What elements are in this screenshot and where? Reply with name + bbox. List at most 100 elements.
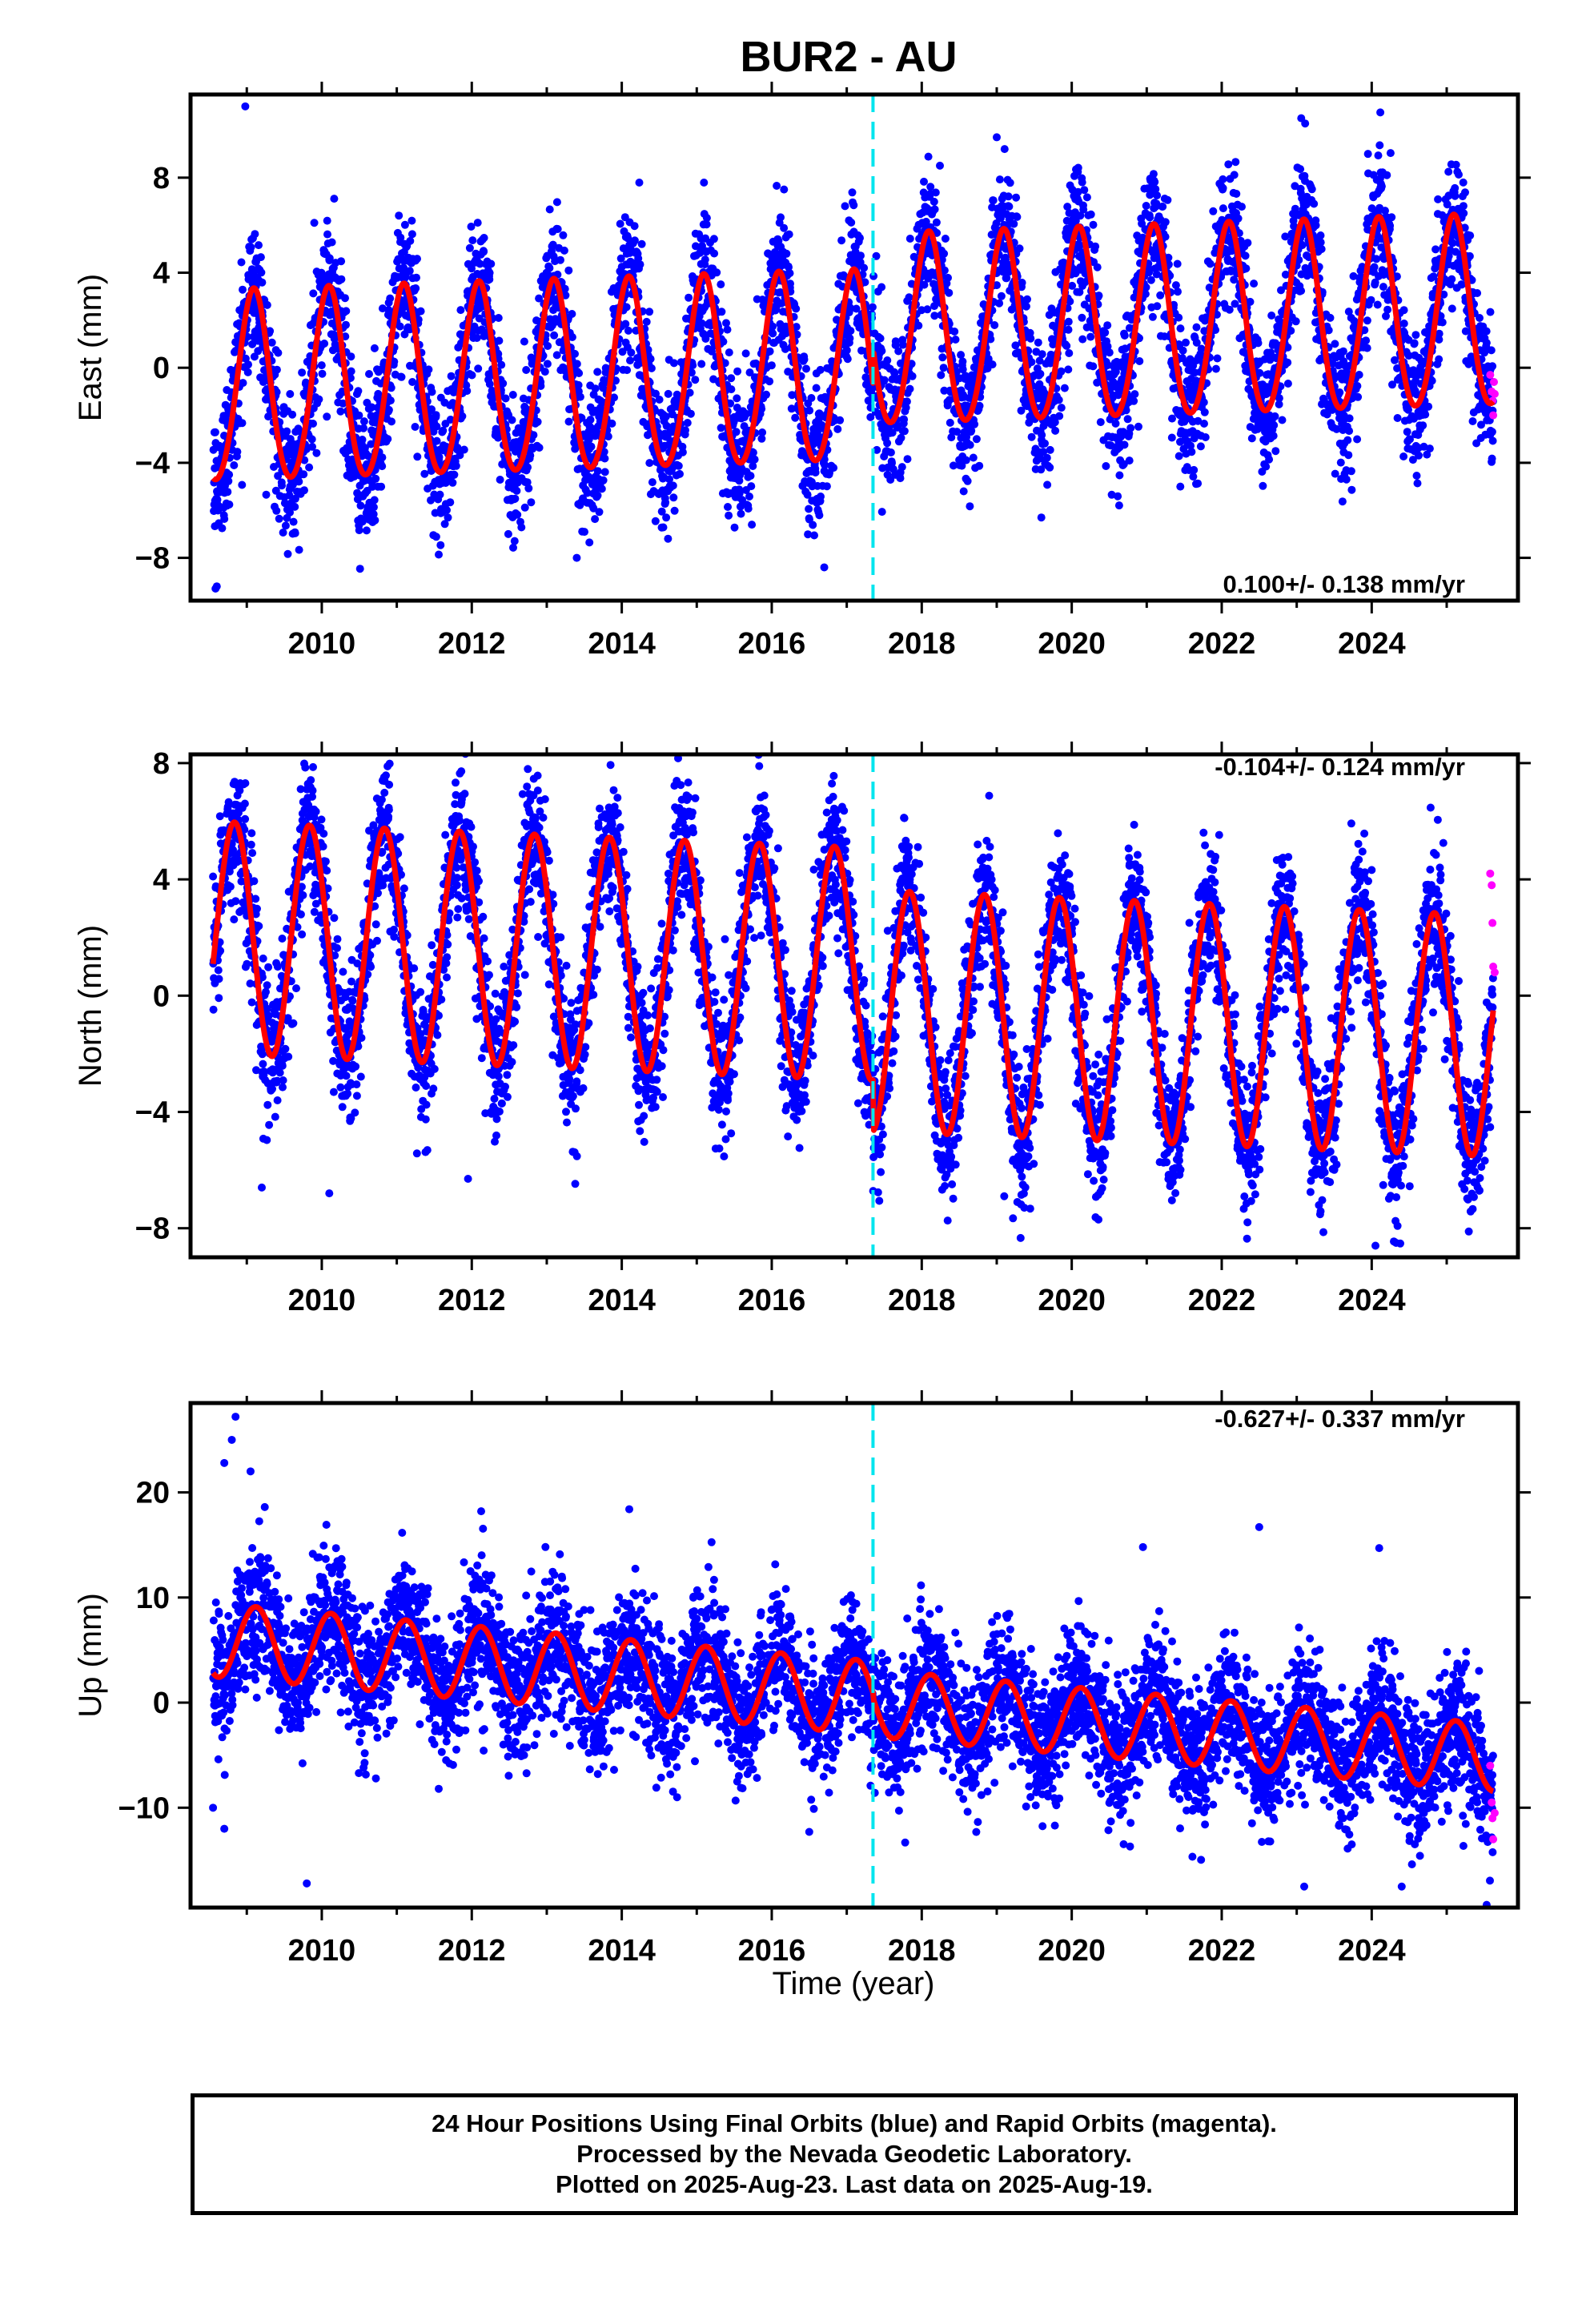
final-orbit-point xyxy=(1259,481,1267,490)
final-orbit-point xyxy=(843,355,852,364)
final-orbit-point xyxy=(686,409,695,418)
final-orbit-point xyxy=(920,177,928,186)
final-orbit-point xyxy=(1037,513,1046,522)
final-orbit-point xyxy=(238,480,247,489)
final-orbit-point xyxy=(1354,392,1363,401)
final-orbit-point xyxy=(936,161,944,170)
final-orbit-point xyxy=(495,336,504,345)
final-orbit-point xyxy=(737,509,745,518)
final-orbit-point xyxy=(432,436,441,445)
final-orbit-point xyxy=(1161,218,1170,227)
final-orbit-point xyxy=(748,521,757,529)
final-orbit-point xyxy=(1062,341,1071,350)
final-orbit-point xyxy=(900,427,909,436)
final-orbit-point xyxy=(1038,431,1046,440)
final-orbit-point xyxy=(499,379,508,388)
final-orbit-point xyxy=(1167,433,1176,442)
final-orbit-point xyxy=(533,417,542,426)
final-orbit-point xyxy=(1153,302,1162,311)
final-orbit-point xyxy=(295,545,303,554)
final-orbit-point xyxy=(370,344,379,352)
final-orbit-point xyxy=(1176,324,1185,333)
final-orbit-point xyxy=(782,249,791,258)
final-orbit-point xyxy=(681,426,689,435)
final-orbit-point xyxy=(857,251,865,260)
final-orbit-point xyxy=(550,331,559,340)
final-orbit-point xyxy=(452,461,460,470)
final-orbit-point xyxy=(800,355,809,364)
final-orbit-point xyxy=(785,269,794,278)
final-orbit-point xyxy=(1373,300,1382,309)
final-orbit-point xyxy=(424,365,433,374)
final-orbit-point xyxy=(700,179,709,187)
final-orbit-point xyxy=(1211,364,1220,373)
final-orbit-point xyxy=(645,459,654,468)
final-orbit-point xyxy=(727,385,736,394)
final-orbit-point xyxy=(463,387,472,396)
final-orbit-point xyxy=(320,340,329,348)
final-orbit-point xyxy=(1241,251,1250,260)
final-orbit-point xyxy=(1206,259,1215,268)
final-orbit-point xyxy=(1064,317,1073,326)
final-orbit-point xyxy=(622,303,631,312)
final-orbit-point xyxy=(1153,191,1162,199)
final-orbit-point xyxy=(239,379,247,388)
final-orbit-point xyxy=(1324,326,1333,335)
final-orbit-point xyxy=(337,275,346,283)
final-orbit-point xyxy=(951,336,960,344)
final-orbit-point xyxy=(1271,447,1280,456)
final-orbit-point xyxy=(238,419,247,428)
final-orbit-point xyxy=(1234,214,1243,223)
final-orbit-point xyxy=(648,478,656,487)
final-orbit-point xyxy=(1093,263,1102,271)
final-orbit-point xyxy=(318,369,327,378)
final-orbit-point xyxy=(1078,335,1087,344)
final-orbit-point xyxy=(587,442,596,451)
final-orbit-point xyxy=(1254,339,1263,348)
final-orbit-point xyxy=(309,420,317,428)
final-orbit-point xyxy=(930,205,939,214)
final-orbit-point xyxy=(1247,434,1256,443)
final-orbit-point xyxy=(1102,462,1110,470)
final-orbit-point xyxy=(931,188,940,197)
final-orbit-point xyxy=(1291,317,1300,326)
final-orbit-point xyxy=(1187,448,1196,456)
final-orbit-point xyxy=(244,360,252,369)
final-orbit-point xyxy=(623,366,632,375)
final-orbit-point xyxy=(378,462,387,471)
final-orbit-point xyxy=(1022,302,1030,311)
final-orbit-point xyxy=(630,236,639,245)
final-orbit-point xyxy=(883,356,892,364)
final-orbit-point xyxy=(946,418,954,427)
final-orbit-point xyxy=(317,268,326,277)
final-orbit-point xyxy=(701,255,709,264)
final-orbit-point xyxy=(1010,219,1018,228)
final-orbit-point xyxy=(272,365,281,374)
final-orbit-point xyxy=(213,496,222,504)
final-orbit-point xyxy=(355,565,364,573)
final-orbit-point xyxy=(1096,418,1105,427)
final-orbit-point xyxy=(472,334,481,342)
final-orbit-point xyxy=(474,364,483,373)
final-orbit-point xyxy=(745,493,753,501)
final-orbit-point xyxy=(1270,421,1279,429)
final-orbit-point xyxy=(341,294,349,303)
final-orbit-point xyxy=(447,372,456,380)
final-orbit-point xyxy=(1101,328,1110,337)
final-orbit-point xyxy=(285,491,294,500)
final-orbit-point xyxy=(1275,394,1283,403)
final-orbit-point xyxy=(1374,151,1383,160)
final-orbit-point xyxy=(386,396,395,405)
final-orbit-point xyxy=(691,376,700,384)
final-orbit-point xyxy=(283,427,291,436)
final-orbit-point xyxy=(1338,497,1347,506)
final-orbit-point xyxy=(1182,338,1190,347)
final-orbit-point xyxy=(1296,165,1305,174)
final-orbit-point xyxy=(413,452,422,461)
final-orbit-point xyxy=(564,266,573,275)
final-orbit-point xyxy=(1267,312,1276,320)
final-orbit-point xyxy=(846,327,855,336)
final-orbit-point xyxy=(272,506,281,515)
final-orbit-point xyxy=(275,514,283,523)
final-orbit-point xyxy=(959,487,968,496)
